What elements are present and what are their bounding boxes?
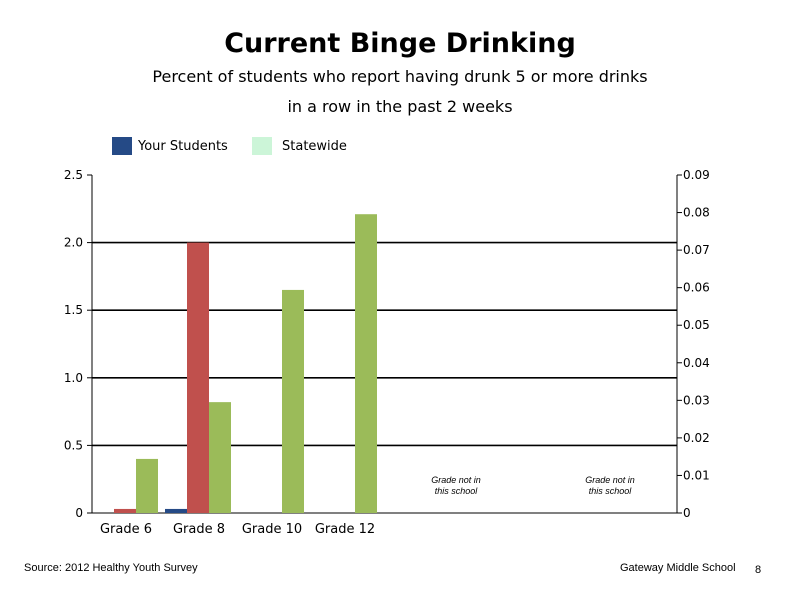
left-tick-label: 2.0 xyxy=(64,236,83,250)
left-tick-label: 2.5 xyxy=(64,168,83,182)
annotation-text: Grade not in xyxy=(431,475,481,485)
right-tick-label: 0.02 xyxy=(683,431,710,445)
left-tick-label: 0 xyxy=(75,506,83,520)
right-tick-label: 0.06 xyxy=(683,281,710,295)
annotation-text: this school xyxy=(435,486,479,496)
annotation-text: this school xyxy=(589,486,633,496)
right-tick-label: 0.09 xyxy=(683,168,710,182)
right-tick-label: 0.07 xyxy=(683,243,710,257)
x-tick-label: Grade 12 xyxy=(315,522,375,537)
bar xyxy=(355,214,377,513)
bar xyxy=(209,402,231,513)
x-tick-label: Grade 6 xyxy=(100,522,152,537)
right-tick-label: 0.04 xyxy=(683,356,710,370)
annotation-text: Grade not in xyxy=(585,475,635,485)
legend-label-your-students: Your Students xyxy=(138,138,228,154)
legend-swatch-your-students xyxy=(112,137,132,155)
source-note: Source: 2012 Healthy Youth Survey xyxy=(24,562,198,574)
bar xyxy=(282,289,304,513)
chart-subtitle-line2: in a row in the past 2 weeks xyxy=(287,97,513,116)
left-tick-label: 0.5 xyxy=(64,438,83,452)
x-tick-label: Grade 10 xyxy=(242,522,302,537)
bar xyxy=(114,508,136,513)
left-tick-label: 1.5 xyxy=(64,303,83,317)
legend-item-statewide: Statewide xyxy=(252,137,347,155)
right-tick-label: 0.01 xyxy=(683,468,710,482)
page-number: 8 xyxy=(755,564,762,576)
legend-label-statewide: Statewide xyxy=(282,138,347,154)
legend-swatch-statewide xyxy=(252,137,272,155)
bar xyxy=(165,508,187,513)
legend-item-your-students: Your Students xyxy=(112,137,228,155)
chart-title: Current Binge Drinking xyxy=(224,28,576,59)
chart-subtitle-line1: Percent of students who report having dr… xyxy=(152,67,648,86)
right-tick-label: 0 xyxy=(683,506,691,520)
x-tick-label: Grade 8 xyxy=(173,522,225,537)
right-tick-label: 0.08 xyxy=(683,206,710,220)
right-tick-label: 0.05 xyxy=(683,318,710,332)
school-name: Gateway Middle School xyxy=(620,562,736,574)
bar xyxy=(187,242,209,513)
bar xyxy=(136,458,158,513)
left-tick-label: 1.0 xyxy=(64,371,83,385)
right-tick-label: 0.03 xyxy=(683,393,710,407)
